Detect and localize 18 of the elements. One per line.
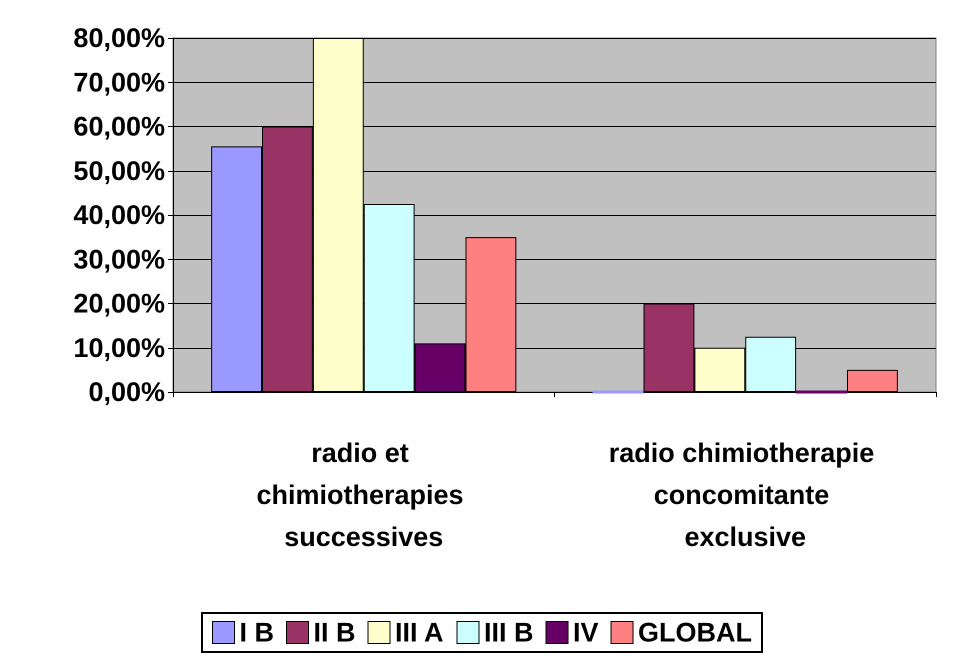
y-tick-label: 20,00% [73,288,165,318]
y-tick-label: 50,00% [73,156,165,186]
y-tick-label: 0,00% [88,377,165,407]
y-tick-label: 30,00% [73,244,165,274]
x-tick-label: radio et chimiotherapies successives [256,438,472,552]
y-tick-label: 70,00% [73,67,165,98]
y-tick-label: 40,00% [73,200,165,230]
legend-label: II B [313,618,356,648]
legend-label: I B [239,618,274,648]
y-tick-label: 10,00% [73,332,165,363]
x-tick-label: radio chimiotherapie concomitante exclusive [608,438,882,552]
legend-label: III B [484,618,534,648]
legend-label: IV [573,618,599,648]
legend-label: GLOBAL [638,618,752,648]
y-tick-label: 60,00% [73,112,165,142]
legend-label: III A [395,618,444,648]
y-tick-label: 80,00% [73,23,165,53]
bar [846,370,898,392]
